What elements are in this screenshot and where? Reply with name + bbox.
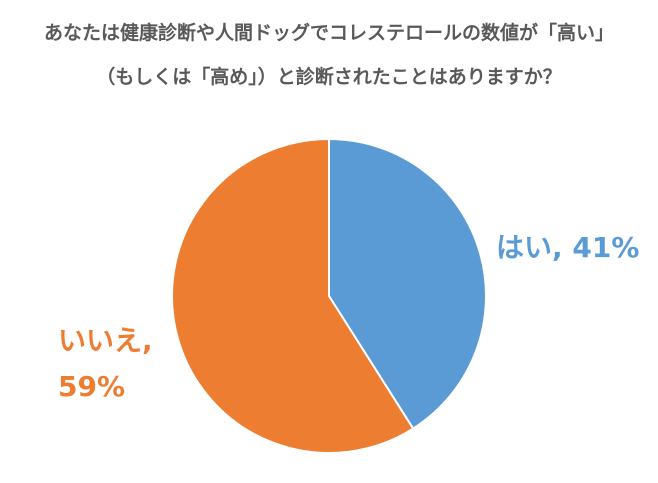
data-label-no-percent: 59% xyxy=(58,370,126,403)
data-label-no-category: いいえ, xyxy=(58,324,153,357)
chart-title-line-2: （もしくは「高め」）と診断されたことはありますか？ xyxy=(96,66,562,88)
pie-slice-no xyxy=(171,137,415,454)
data-label-yes: はい, 41% xyxy=(496,231,640,264)
data-label-no: いいえ, 59% xyxy=(58,318,153,410)
chart-title-line-1: あなたは健康診断や人間ドッグでコレステロールの数値が「高い」 xyxy=(43,22,614,44)
